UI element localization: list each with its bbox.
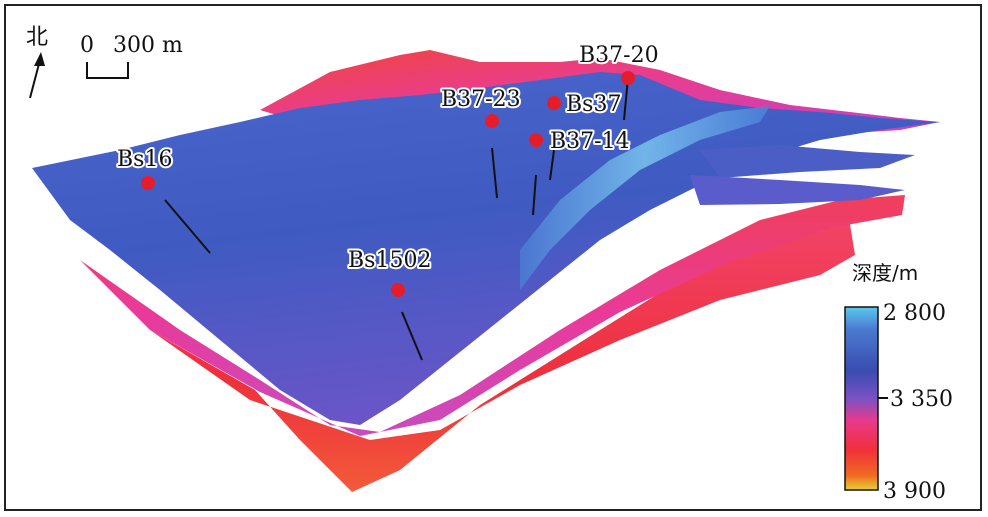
- well-label: B37-20: [579, 43, 659, 68]
- well-label: Bs1502: [348, 248, 431, 273]
- legend-title: 深度/m: [852, 261, 918, 285]
- scale-zero: 0: [80, 33, 94, 58]
- legend-colorbar: [844, 306, 879, 491]
- well-b37-23: B37-23: [439, 85, 523, 199]
- well-b37-14: B37-14: [529, 127, 632, 216]
- well-label: Bs37: [566, 92, 621, 117]
- well-bs37: Bs37: [547, 90, 623, 181]
- well-b37-20: B37-20: [577, 41, 661, 121]
- scale-value: 300 m: [113, 33, 183, 58]
- surface-ridge: [520, 106, 770, 290]
- legend-tick-label: 2 800: [883, 301, 946, 326]
- legend-tick-label: 3 350: [890, 387, 953, 412]
- north-label: 北: [26, 25, 48, 50]
- surface-finger-2: [690, 175, 905, 205]
- legend-tick-label: 3 900: [883, 479, 946, 504]
- well-label: B37-23: [441, 87, 521, 112]
- well-label: B37-14: [550, 129, 630, 154]
- surface-layer-middle: [80, 195, 905, 436]
- well-label: Bs16: [117, 147, 172, 172]
- scale-bar: [86, 62, 129, 79]
- well-bs1502: Bs1502: [346, 246, 433, 361]
- north-arrow-icon: [29, 52, 45, 99]
- surface-finger-1: [700, 145, 915, 178]
- well-bs16: Bs16: [115, 145, 211, 254]
